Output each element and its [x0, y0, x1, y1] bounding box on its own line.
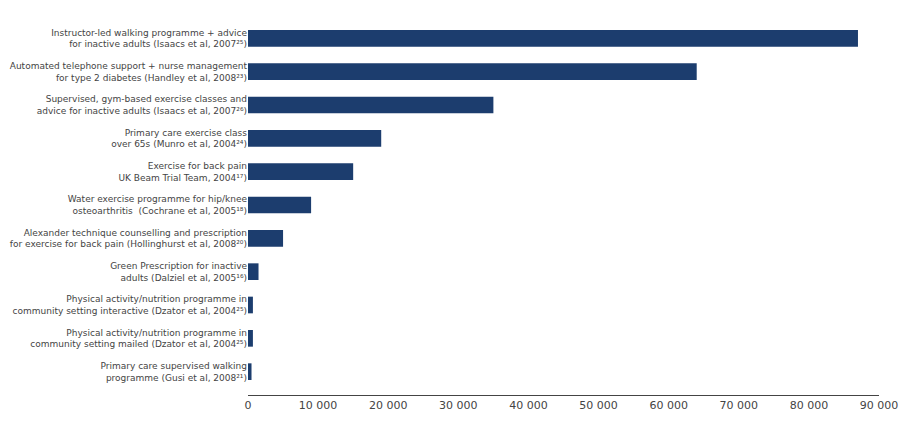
svg-text:30 000: 30 000	[439, 399, 478, 412]
svg-text:Instructor-led walking program: Instructor-led walking programme + advic…	[51, 28, 247, 50]
svg-text:Supervised, gym-based exercise: Supervised, gym-based exercise classes a…	[37, 94, 247, 116]
svg-text:80 000: 80 000	[790, 399, 829, 412]
svg-text:20 000: 20 000	[369, 399, 408, 412]
svg-text:0: 0	[245, 399, 252, 412]
svg-text:10 000: 10 000	[299, 399, 338, 412]
svg-text:40 000: 40 000	[509, 399, 548, 412]
svg-text:Physical activity/nutrition pr: Physical activity/nutrition programme in…	[30, 328, 247, 350]
svg-text:50 000: 50 000	[579, 399, 618, 412]
svg-text:Physical activity/nutrition pr: Physical activity/nutrition programme in…	[13, 294, 247, 316]
svg-text:Alexander technique counsellin: Alexander technique counselling and pres…	[10, 228, 247, 250]
svg-text:Primary care supervised walkin: Primary care supervised walkingprogramme…	[101, 361, 247, 383]
svg-text:70 000: 70 000	[720, 399, 759, 412]
svg-text:Exercise for back painUK Beam: Exercise for back painUK Beam Trial Team…	[118, 161, 247, 183]
svg-text:60 000: 60 000	[649, 399, 688, 412]
svg-text:Automated telephone support +: Automated telephone support + nurse mana…	[10, 61, 248, 83]
svg-text:Green Prescription for inactiv: Green Prescription for inactiveadults (D…	[110, 261, 247, 283]
svg-text:90 000: 90 000	[860, 399, 899, 412]
svg-text:Water exercise programme for h: Water exercise programme for hip/kneeost…	[68, 194, 248, 216]
svg-text:Primary care exercise classove: Primary care exercise classover 65s (Mun…	[111, 128, 247, 150]
